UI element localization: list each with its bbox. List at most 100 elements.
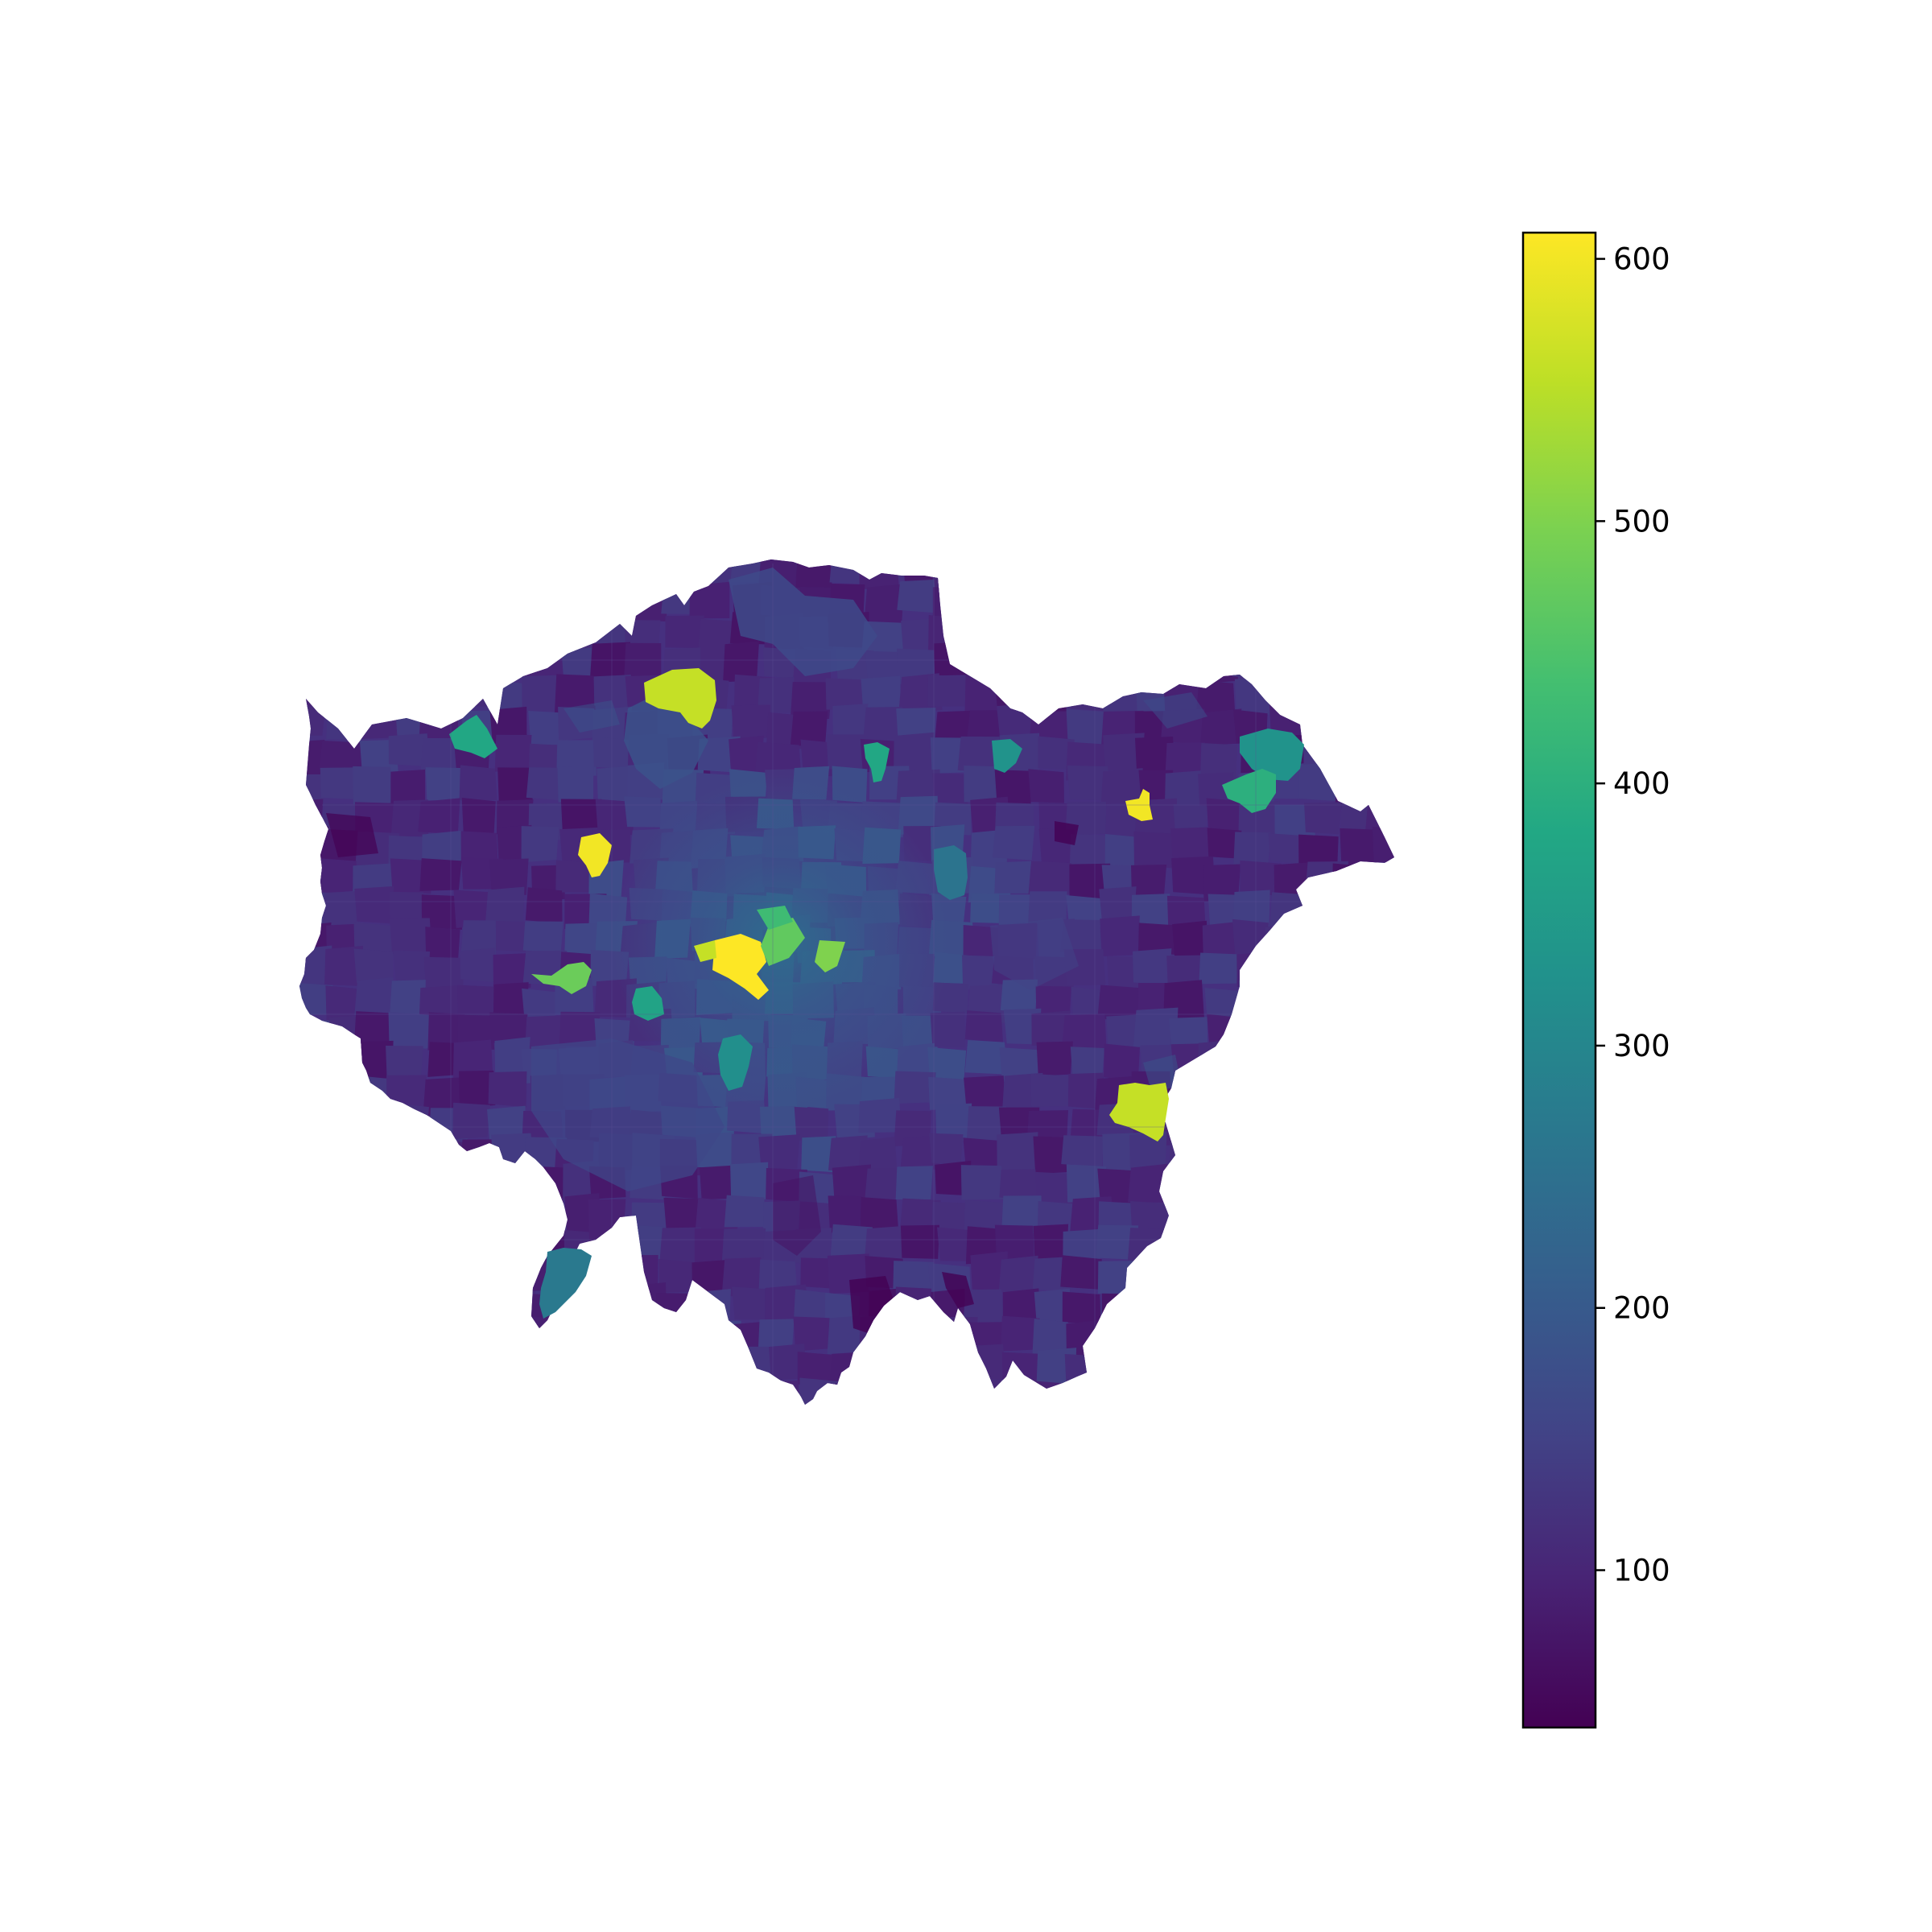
ward-cell <box>1031 1010 1071 1046</box>
ward-cell <box>322 1345 363 1381</box>
ward-mosaic <box>299 559 1394 1405</box>
ward-cell <box>1133 559 1172 587</box>
ward-cell <box>1099 886 1137 923</box>
ward-cell <box>485 886 525 927</box>
hotspot-regions <box>449 668 1304 1319</box>
ward-cell <box>935 1103 972 1141</box>
ward-cell <box>860 1197 898 1230</box>
ward-cell <box>299 675 335 710</box>
ward-cell <box>327 1227 368 1271</box>
ward-cell <box>299 580 331 615</box>
ward-cell <box>361 1287 402 1328</box>
ward-cell <box>1232 919 1269 955</box>
ward-cell <box>1032 1319 1071 1357</box>
ward-cell <box>960 1165 1005 1200</box>
ward-cell <box>1036 1381 1072 1405</box>
ward-cell <box>1199 952 1239 985</box>
ward-cell <box>423 559 464 585</box>
ward-cell <box>1271 682 1314 716</box>
ward-cell <box>361 639 400 678</box>
ward-cell <box>626 1349 663 1385</box>
ward-cell <box>390 980 426 1015</box>
ward-cell <box>1236 1043 1278 1082</box>
ward-cell <box>427 1012 465 1051</box>
ward-cell <box>1274 1256 1312 1289</box>
ward-cell <box>299 1316 326 1352</box>
ward-cell <box>1331 952 1368 990</box>
ward-cell <box>1127 1228 1170 1265</box>
ward-cell <box>794 1106 829 1141</box>
colorbar-tick-label: 500 <box>1613 504 1670 539</box>
ward-cell <box>457 1377 501 1405</box>
ward-cell <box>563 559 607 597</box>
ward-cell <box>865 650 903 685</box>
ward-cell <box>492 1290 527 1328</box>
ward-cell <box>394 1345 437 1386</box>
ward-cell <box>1371 1232 1394 1264</box>
ward-cell <box>1134 736 1175 777</box>
ward-cell <box>1197 1201 1236 1240</box>
ward-cell <box>385 613 424 649</box>
ward-cell <box>1337 1076 1376 1116</box>
ward-cell <box>963 1289 1005 1324</box>
ward-cell <box>864 1225 905 1261</box>
ward-cell <box>521 1197 564 1234</box>
ward-cell <box>428 1381 469 1405</box>
ward-cell <box>1372 1102 1394 1137</box>
ward-cell <box>454 1286 498 1323</box>
ward-cell <box>1068 643 1110 678</box>
ward-cell <box>1337 915 1375 951</box>
ward-cell <box>453 890 494 928</box>
ward-cell <box>1240 860 1282 896</box>
ward-cell <box>1305 669 1344 708</box>
ward-cell <box>1341 1162 1381 1200</box>
ward-cell <box>1304 1373 1351 1405</box>
ward-cell <box>386 1045 423 1081</box>
ward-cell <box>1340 618 1378 657</box>
ward-cell <box>299 1071 324 1104</box>
ward-cell <box>1066 708 1108 747</box>
ward-cell <box>588 1224 627 1261</box>
ward-cell <box>395 1312 436 1352</box>
ward-cell <box>328 1047 365 1088</box>
ward-cell <box>354 886 394 924</box>
ward-cell <box>1342 584 1382 629</box>
ward-cell <box>1373 1290 1394 1327</box>
colorbar-tick-label: 200 <box>1613 1291 1670 1326</box>
ward-cell <box>1333 712 1371 750</box>
ward-cell <box>421 894 462 930</box>
ward-cell <box>729 735 764 777</box>
ward-cell <box>1103 733 1145 771</box>
ward-cell <box>937 1316 978 1349</box>
ward-cell <box>1199 644 1239 684</box>
ward-cell <box>1131 864 1167 898</box>
ward-cell <box>790 711 828 747</box>
ward-cell <box>1373 1380 1394 1405</box>
ward-cell <box>1269 892 1315 927</box>
ward-cell <box>790 682 832 720</box>
ward-cell <box>623 642 662 683</box>
ward-cell <box>1334 985 1377 1018</box>
ward-cell <box>724 1195 766 1228</box>
ward-cell <box>758 1319 795 1353</box>
ward-cell <box>390 582 425 621</box>
ward-cell <box>1336 1230 1375 1265</box>
ward-cell <box>554 674 596 714</box>
ward-cell <box>1104 1378 1141 1405</box>
ward-cell <box>1173 1232 1213 1269</box>
ward-cell <box>354 1011 398 1045</box>
ward-cell <box>1264 1049 1302 1083</box>
ward-cell <box>423 1139 467 1171</box>
ward-cell <box>1370 1015 1394 1055</box>
ward-cell <box>1038 645 1074 683</box>
ward-cell <box>1340 739 1381 778</box>
ward-cell <box>1377 610 1394 649</box>
ward-cell <box>493 1169 530 1202</box>
ward-cell <box>1269 1354 1307 1393</box>
ward-cell <box>396 1381 437 1405</box>
ward-cell <box>762 1381 799 1405</box>
ward-cell <box>1138 617 1180 656</box>
ward-cell <box>357 559 392 592</box>
ward-cell <box>489 1317 537 1348</box>
ward-cell <box>1200 708 1242 745</box>
